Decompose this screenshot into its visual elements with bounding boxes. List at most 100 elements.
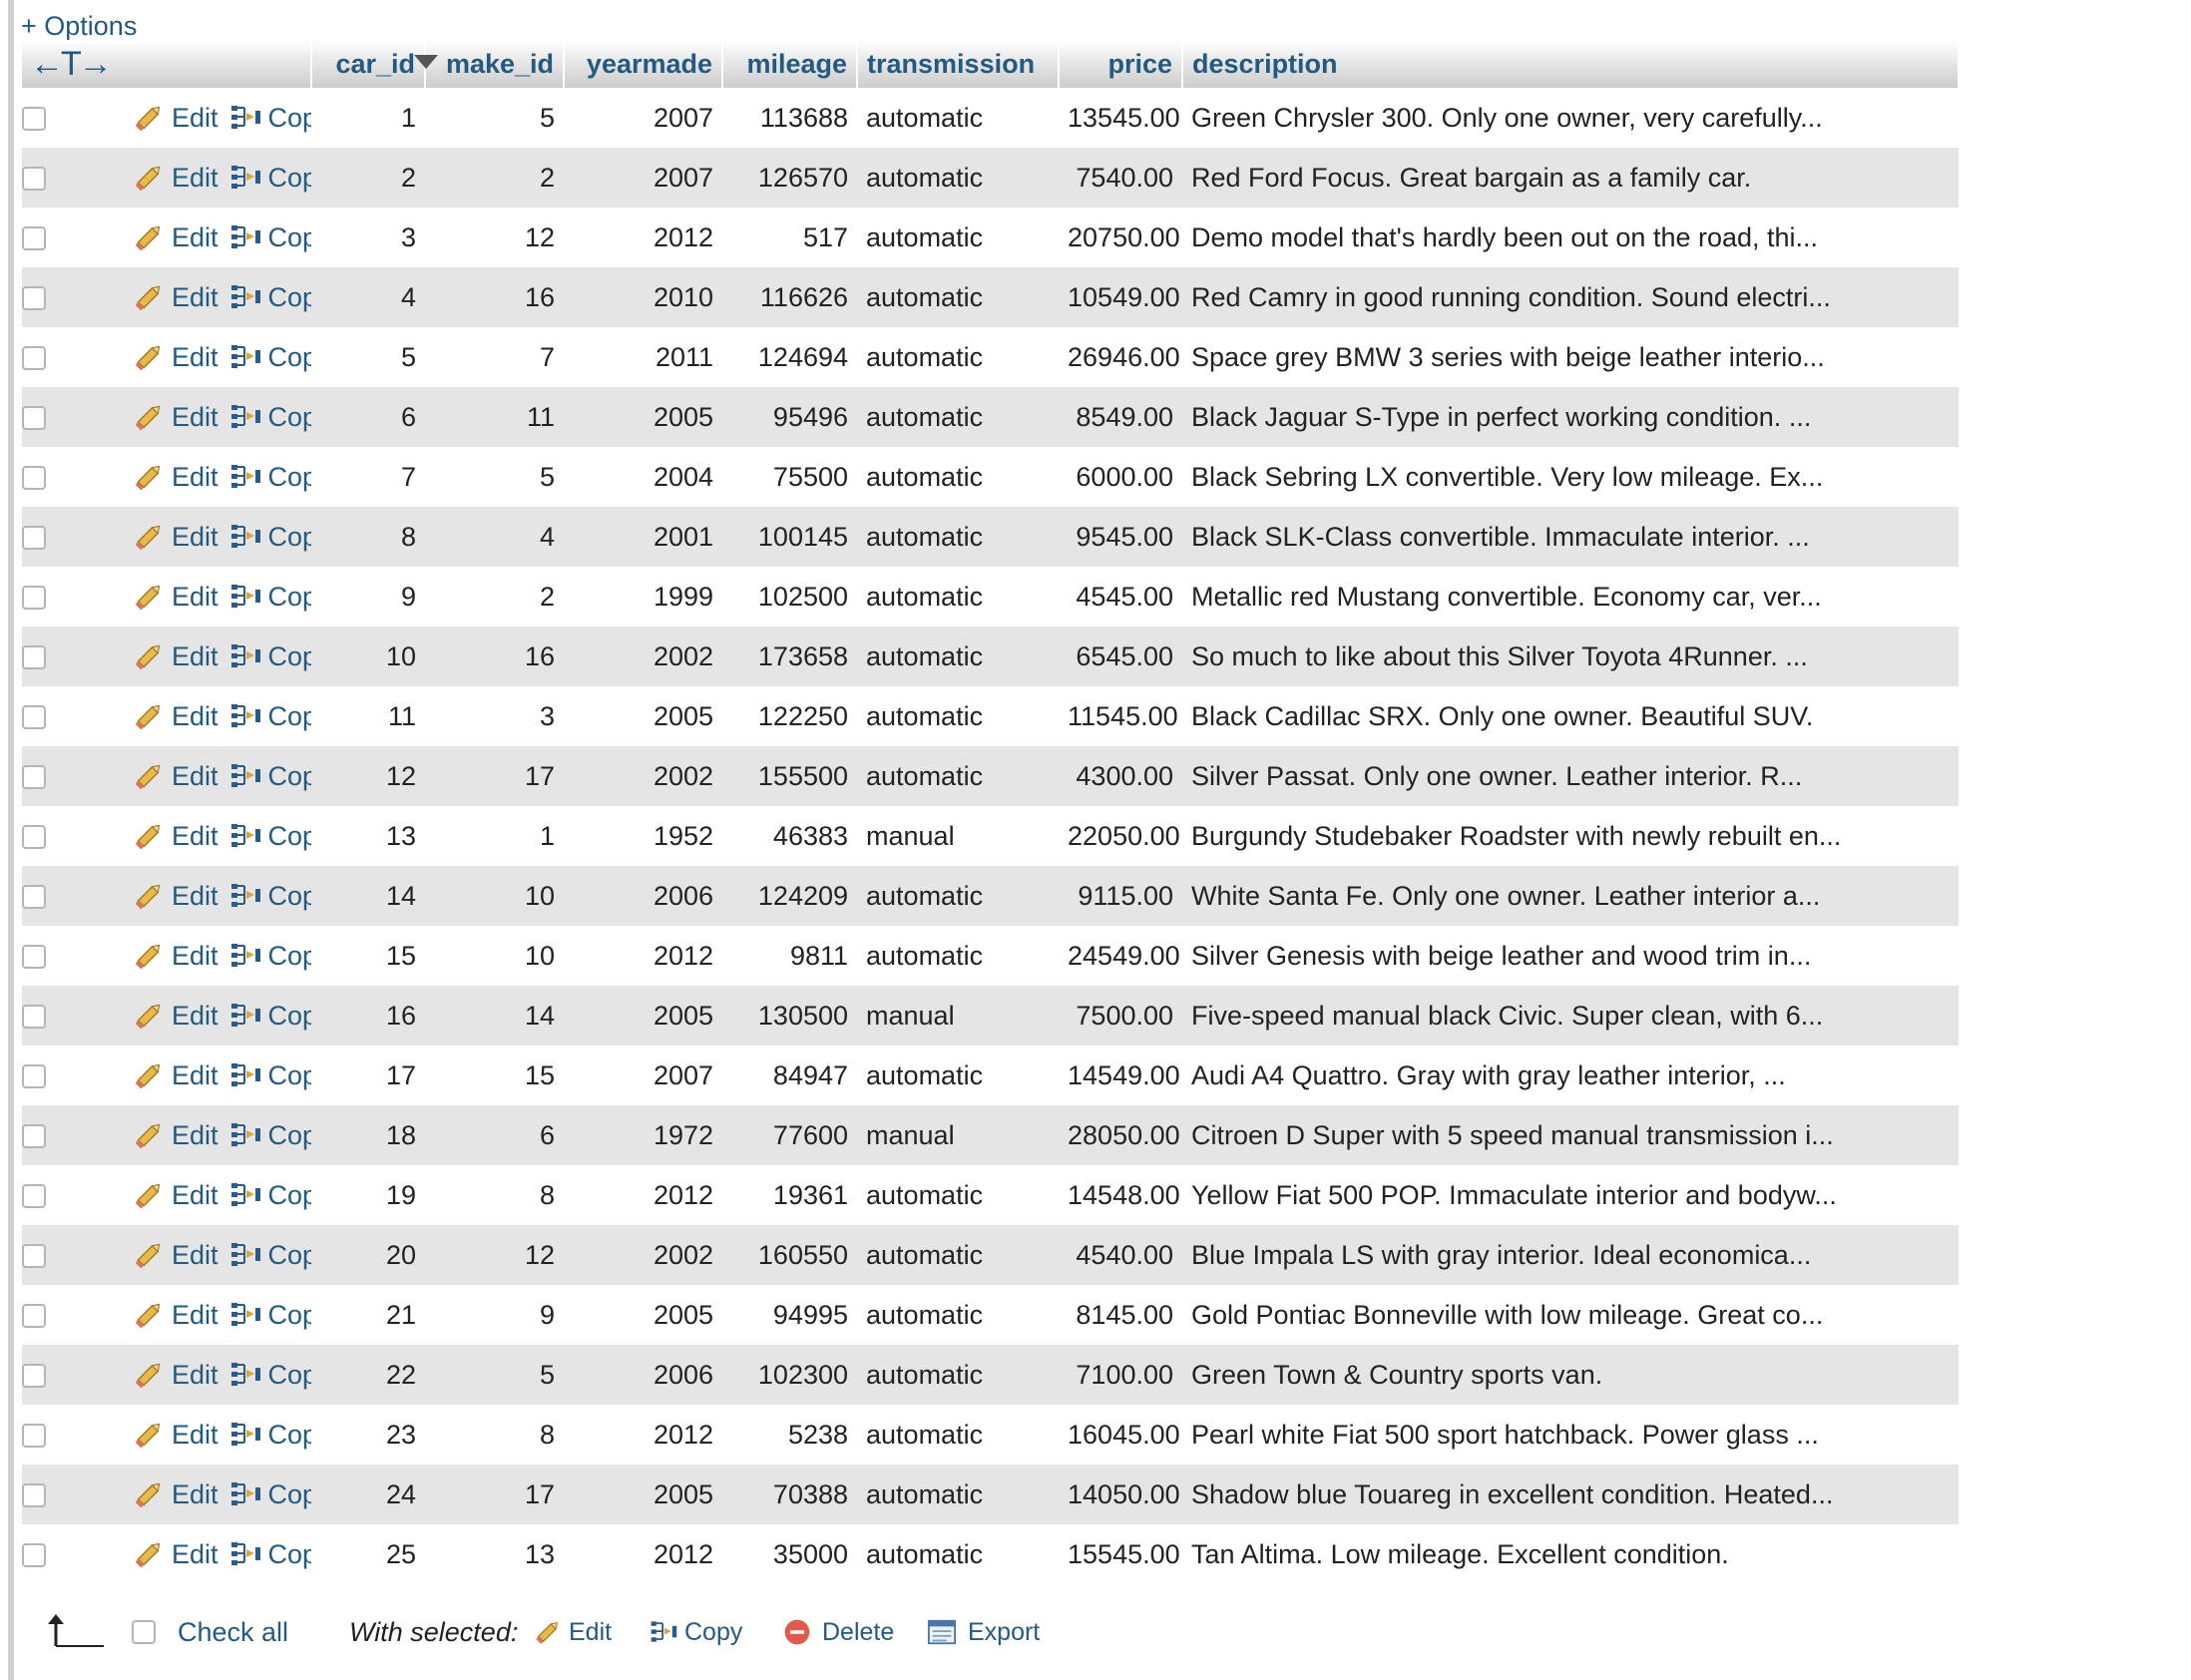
row-checkbox[interactable]	[22, 406, 46, 431]
bulk-copy-button[interactable]: Copy	[649, 1604, 742, 1660]
row-select-cell[interactable]	[22, 686, 62, 746]
row-checkbox[interactable]	[22, 1304, 46, 1329]
row-select-cell[interactable]	[22, 926, 62, 986]
edit-button[interactable]: Edit	[132, 879, 219, 913]
edit-button[interactable]: Edit	[132, 1477, 219, 1511]
edit-button[interactable]: Edit	[132, 580, 219, 614]
copy-button[interactable]: Copy	[228, 1537, 311, 1571]
copy-button[interactable]: Copy	[228, 759, 311, 793]
header-car-id[interactable]: car_id	[311, 40, 427, 88]
row-select-cell[interactable]	[22, 447, 62, 507]
copy-button[interactable]: Copy	[228, 220, 311, 254]
edit-button[interactable]: Edit	[132, 819, 219, 853]
copy-button[interactable]: Copy	[228, 639, 311, 673]
copy-button[interactable]: Copy	[228, 280, 311, 314]
copy-button[interactable]: Copy	[228, 1238, 311, 1272]
options-link[interactable]: + Options	[21, 11, 138, 41]
copy-button[interactable]: Copy	[228, 1298, 311, 1332]
edit-button[interactable]: Edit	[132, 699, 219, 733]
row-checkbox[interactable]	[22, 1184, 46, 1209]
edit-button[interactable]: Edit	[132, 280, 219, 314]
row-select-cell[interactable]	[22, 1046, 62, 1105]
copy-button[interactable]: Copy	[228, 879, 311, 913]
header-mileage[interactable]: mileage	[722, 40, 859, 88]
copy-button[interactable]: Copy	[228, 101, 311, 135]
edit-button[interactable]: Edit	[132, 1298, 219, 1332]
copy-button[interactable]: Copy	[228, 939, 311, 973]
row-checkbox[interactable]	[22, 1005, 46, 1030]
row-select-cell[interactable]	[22, 1105, 62, 1165]
copy-button[interactable]: Copy	[228, 1058, 311, 1092]
row-select-cell[interactable]	[22, 1345, 62, 1405]
bulk-export-button[interactable]: Export	[926, 1604, 1040, 1660]
row-checkbox[interactable]	[22, 705, 46, 730]
row-select-cell[interactable]	[22, 387, 62, 447]
row-checkbox[interactable]	[22, 1424, 46, 1449]
row-select-cell[interactable]	[22, 1465, 62, 1524]
row-select-cell[interactable]	[22, 1405, 62, 1465]
edit-button[interactable]: Edit	[132, 1238, 219, 1272]
sort-arrow-icon[interactable]	[414, 54, 439, 69]
row-checkbox[interactable]	[22, 1064, 46, 1089]
copy-button[interactable]: Copy	[228, 1477, 311, 1511]
row-checkbox[interactable]	[22, 346, 46, 371]
check-all-checkbox[interactable]	[132, 1604, 156, 1660]
edit-button[interactable]: Edit	[132, 999, 219, 1033]
row-checkbox[interactable]	[22, 1244, 46, 1269]
row-select-cell[interactable]	[22, 627, 62, 686]
row-select-cell[interactable]	[22, 148, 62, 208]
row-select-cell[interactable]	[22, 567, 62, 627]
row-checkbox[interactable]	[22, 1543, 46, 1568]
row-checkbox[interactable]	[22, 107, 46, 132]
check-all-label[interactable]: Check all	[178, 1616, 289, 1647]
row-checkbox[interactable]	[22, 1364, 46, 1389]
row-select-cell[interactable]	[22, 806, 62, 866]
copy-button[interactable]: Copy	[228, 400, 311, 434]
header-description[interactable]: description	[1182, 40, 1961, 88]
edit-button[interactable]: Edit	[132, 161, 219, 195]
copy-button[interactable]: Copy	[228, 460, 311, 494]
copy-button[interactable]: Copy	[228, 340, 311, 374]
copy-button[interactable]: Copy	[228, 1118, 311, 1152]
edit-button[interactable]: Edit	[132, 101, 219, 135]
copy-button[interactable]: Copy	[228, 580, 311, 614]
copy-button[interactable]: Copy	[228, 520, 311, 554]
row-checkbox[interactable]	[22, 825, 46, 850]
row-checkbox[interactable]	[22, 945, 46, 970]
row-select-cell[interactable]	[22, 327, 62, 387]
edit-button[interactable]: Edit	[132, 400, 219, 434]
row-checkbox[interactable]	[22, 765, 46, 790]
header-make-id[interactable]: make_id	[425, 40, 566, 88]
copy-button[interactable]: Copy	[228, 699, 311, 733]
edit-button[interactable]: Edit	[132, 220, 219, 254]
row-checkbox[interactable]	[22, 286, 46, 311]
copy-button[interactable]: Copy	[228, 161, 311, 195]
edit-button[interactable]: Edit	[132, 1058, 219, 1092]
row-checkbox[interactable]	[22, 1124, 46, 1149]
header-transmission[interactable]: transmission	[857, 40, 1061, 88]
copy-button[interactable]: Copy	[228, 999, 311, 1033]
row-checkbox[interactable]	[22, 466, 46, 491]
edit-button[interactable]: Edit	[132, 520, 219, 554]
bulk-edit-button[interactable]: Edit	[533, 1604, 612, 1660]
bulk-delete-button[interactable]: Delete	[782, 1604, 894, 1660]
row-select-cell[interactable]	[22, 208, 62, 267]
row-checkbox[interactable]	[22, 167, 46, 192]
row-select-cell[interactable]	[22, 267, 62, 327]
row-checkbox[interactable]	[22, 226, 46, 251]
row-select-cell[interactable]	[22, 1285, 62, 1345]
column-resize-handle[interactable]: ←T→	[30, 44, 113, 83]
row-checkbox[interactable]	[22, 526, 46, 551]
row-select-cell[interactable]	[22, 1524, 62, 1584]
row-select-cell[interactable]	[22, 986, 62, 1046]
row-select-cell[interactable]	[22, 88, 62, 148]
row-checkbox[interactable]	[22, 645, 46, 670]
row-select-cell[interactable]	[22, 507, 62, 567]
row-checkbox[interactable]	[22, 1483, 46, 1508]
row-select-cell[interactable]	[22, 866, 62, 926]
edit-button[interactable]: Edit	[132, 1358, 219, 1392]
copy-button[interactable]: Copy	[228, 1358, 311, 1392]
row-select-cell[interactable]	[22, 746, 62, 806]
edit-button[interactable]: Edit	[132, 639, 219, 673]
row-select-cell[interactable]	[22, 1225, 62, 1285]
